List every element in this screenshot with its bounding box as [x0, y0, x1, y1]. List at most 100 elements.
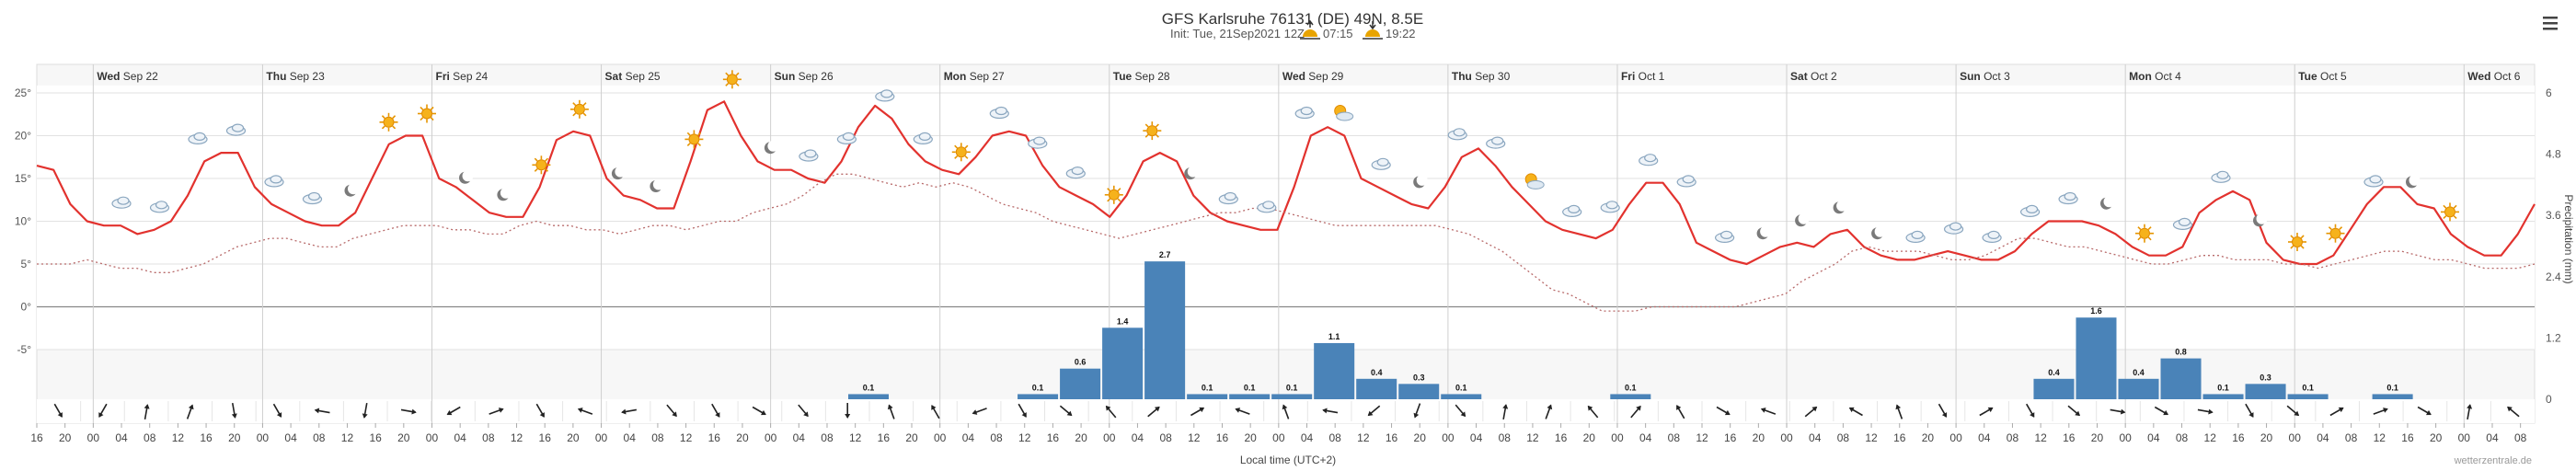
- precip-label: 0.1: [2302, 383, 2314, 392]
- precip-label: 0.4: [1371, 368, 1383, 377]
- precip-label: 1.1: [1328, 332, 1340, 341]
- day-name: Thu: [1452, 70, 1475, 83]
- day-name: Sat: [1790, 70, 1811, 83]
- y-tick-left: 5°: [21, 258, 32, 270]
- precip-bar: [2033, 378, 2075, 399]
- day-label: Mon Oct 4: [2129, 70, 2181, 83]
- day-label: Sun Sep 26: [775, 70, 834, 83]
- x-tick-hour: 08: [2176, 431, 2189, 444]
- x-tick-hour: 04: [1301, 431, 1314, 444]
- cloud-icon: [1371, 157, 1391, 170]
- wind-arrow-icon: [1322, 408, 1339, 414]
- wind-arrow-icon: [666, 404, 677, 418]
- precip-bar: [2118, 378, 2159, 399]
- wind-arrow-icon: [1455, 404, 1466, 418]
- moon-icon: [1795, 213, 1810, 227]
- precip-bar: [1187, 394, 1228, 399]
- x-tick-hour: 04: [1809, 431, 1822, 444]
- precip-bar: [1060, 368, 1101, 399]
- precip-bar: [1314, 342, 1355, 399]
- x-tick-hour: 00: [1272, 431, 1285, 444]
- wind-arrow-icon: [1545, 404, 1553, 419]
- x-tick-hour: 12: [1018, 431, 1031, 444]
- day-name: Sun: [775, 70, 799, 83]
- day-name: Tue: [2298, 70, 2320, 83]
- wind-arrow-icon: [2329, 407, 2344, 417]
- precip-bar: [1441, 394, 1482, 399]
- x-tick-hour: 00: [1780, 431, 1793, 444]
- x-tick-hour: 00: [2119, 431, 2132, 444]
- x-tick-hour: 20: [2260, 431, 2273, 444]
- x-tick-hour: 00: [257, 431, 270, 444]
- precip-label: 0.1: [1032, 383, 1044, 392]
- precip-label: 0.4: [2048, 368, 2060, 377]
- x-tick-hour: 00: [934, 431, 947, 444]
- cloud-icon: [2363, 175, 2384, 188]
- precip-bar: [1144, 261, 1186, 399]
- x-tick-hour: 00: [2458, 431, 2471, 444]
- chart-menu-button[interactable]: [2537, 9, 2563, 35]
- wind-arrow-icon: [887, 404, 895, 419]
- wind-arrow-icon: [1235, 408, 1250, 415]
- cloud-icon: [2211, 170, 2231, 183]
- x-tick-hour: 08: [313, 431, 326, 444]
- wind-arrow-icon: [2373, 408, 2388, 415]
- precip-label: 1.4: [1117, 316, 1129, 326]
- day-name: Mon: [2129, 70, 2155, 83]
- cloud-icon: [1447, 128, 1467, 141]
- wind-arrow-icon: [186, 404, 194, 419]
- wind-arrow-icon: [446, 406, 461, 416]
- precip-label: 0.1: [1625, 383, 1637, 392]
- x-tick-hour: 16: [200, 431, 213, 444]
- wind-arrow-icon: [1282, 404, 1290, 419]
- wind-arrow-icon: [535, 403, 545, 418]
- y-tick-right: 3.6: [2546, 209, 2561, 222]
- x-tick-hour: 00: [1949, 431, 1962, 444]
- moon-icon: [650, 178, 664, 192]
- sunset-time: 19:22: [1386, 27, 1416, 40]
- wind-arrow-icon: [1938, 403, 1948, 418]
- cloud-icon: [1639, 154, 1659, 167]
- day-date: Sep 29: [1308, 70, 1343, 83]
- dewpoint-line: [37, 173, 2536, 312]
- wind-arrow-icon: [2154, 406, 2169, 416]
- x-tick-hour: 16: [1555, 431, 1568, 444]
- day-date: Sep 24: [453, 70, 488, 83]
- wind-arrow-icon: [2245, 403, 2254, 418]
- wind-arrow-icon: [272, 403, 282, 418]
- wind-arrow-icon: [711, 403, 720, 418]
- moon-icon: [1871, 225, 1886, 240]
- day-name: Sat: [605, 70, 626, 83]
- x-tick-hour: 04: [793, 431, 806, 444]
- x-tick-hour: 16: [1893, 431, 1906, 444]
- moon-icon: [1833, 200, 1848, 214]
- x-tick-hour: 20: [1922, 431, 1935, 444]
- sun-icon: [569, 99, 589, 119]
- day-name: Wed: [97, 70, 122, 83]
- y-tick-left: 15°: [15, 172, 31, 185]
- partly-sunny-icon: [1524, 173, 1545, 190]
- precip-bar: [1229, 394, 1271, 399]
- x-tick-hour: 04: [962, 431, 975, 444]
- cloud-icon: [1028, 136, 1048, 149]
- y-tick-right: 2.4: [2546, 270, 2561, 283]
- x-tick-hour: 12: [511, 431, 523, 444]
- wind-arrow-icon: [362, 402, 368, 419]
- moon-icon: [764, 140, 779, 155]
- cloud-icon: [1562, 204, 1582, 217]
- wind-arrow-icon: [845, 403, 851, 419]
- precip-bar: [2202, 394, 2244, 399]
- x-tick-hour: 08: [482, 431, 495, 444]
- wind-arrow-icon: [2026, 403, 2035, 418]
- day-date: Oct 4: [2155, 70, 2181, 83]
- x-tick-hour: 12: [1357, 431, 1370, 444]
- wind-arrow-icon: [314, 408, 330, 414]
- precip-label: 2.7: [1159, 250, 1171, 259]
- sun-icon: [2288, 233, 2306, 251]
- moon-icon: [2253, 213, 2268, 227]
- wind-arrow-icon: [1413, 403, 1421, 419]
- x-tick-hour: 20: [1075, 431, 1087, 444]
- x-tick-hour: 08: [651, 431, 664, 444]
- wind-arrow-icon: [1630, 405, 1641, 419]
